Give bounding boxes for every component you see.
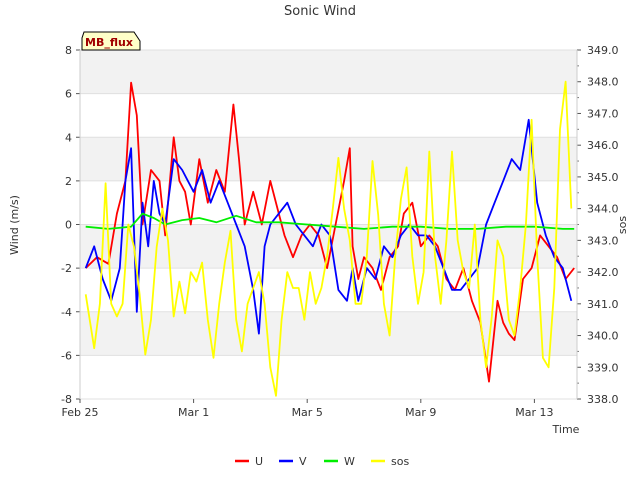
y-tick-label: -4 [61,306,72,319]
y2-tick-label: 348.0 [587,76,619,89]
y2-tick-label: 347.0 [587,107,619,120]
y-tick-label: -8 [61,393,72,406]
y2-tick-label: 342.0 [587,266,619,279]
grid-band [80,50,577,94]
y-axis-label: Wind (m/s) [8,195,21,255]
legend-label-sos: sos [391,455,409,468]
y-tick-label: 8 [65,44,72,57]
x-tick-label: Mar 9 [405,406,436,419]
series-line-sos [84,80,573,397]
y2-axis-label: sos [616,216,629,234]
grid-band [80,137,577,181]
x-tick-label: Mar 5 [292,406,323,419]
x-axis-label: Time [552,423,580,436]
y2-tick-label: 343.0 [587,234,619,247]
y2-tick-label: 345.0 [587,171,619,184]
legend-label-v: V [299,455,307,468]
x-tick-label: Mar 13 [515,406,553,419]
y2-tick-label: 340.0 [587,330,619,343]
series-line-v [84,118,573,335]
legend-label-w: W [344,455,355,468]
y-tick-label: -6 [61,349,72,362]
y2-tick-label: 341.0 [587,298,619,311]
y2-tick-label: 349.0 [587,44,619,57]
y-tick-label: -2 [61,262,72,275]
series-line-w [85,212,575,230]
y2-tick-label: 346.0 [587,139,619,152]
legend-label-u: U [255,455,263,468]
y2-tick-label: 344.0 [587,203,619,216]
y-tick-label: 4 [65,131,72,144]
x-tick-label: Mar 1 [178,406,209,419]
y-tick-label: 6 [65,88,72,101]
y2-tick-label: 338.0 [587,393,619,406]
site-label: MB_flux [85,36,133,49]
chart-title: Sonic Wind [284,4,356,19]
y-tick-label: 0 [65,219,72,232]
y-tick-label: 2 [65,175,72,188]
site-label-box: MB_flux [81,31,141,51]
y2-tick-label: 339.0 [587,361,619,374]
x-tick-label: Feb 25 [62,406,99,419]
